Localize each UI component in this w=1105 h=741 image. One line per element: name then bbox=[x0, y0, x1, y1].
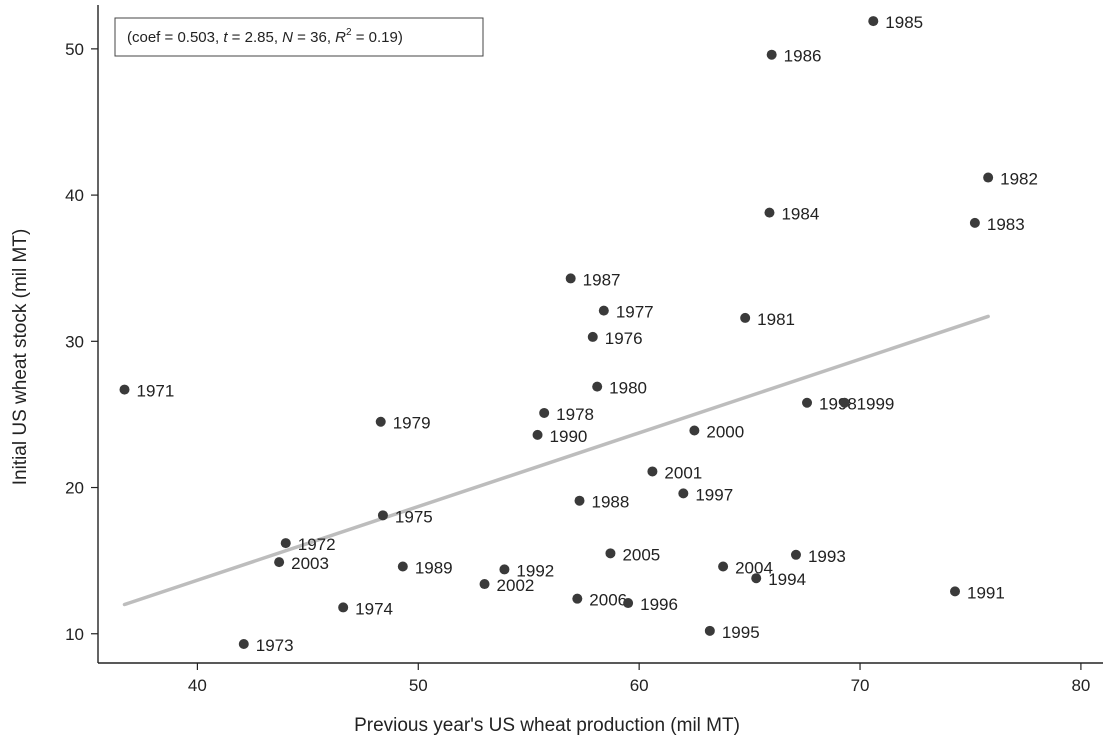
data-points: 1985 1986 1982 1984 1983 1987 1977 1981 1976 1980… bbox=[119, 13, 1038, 655]
data-point-label: 2006 bbox=[589, 591, 627, 610]
data-point bbox=[592, 381, 603, 392]
data-point bbox=[479, 579, 490, 590]
data-point-label: 1996 bbox=[640, 595, 678, 614]
y-tick-label: 10 bbox=[65, 625, 84, 644]
data-point bbox=[574, 495, 585, 506]
data-point bbox=[678, 488, 689, 499]
data-point-label: 1983 bbox=[987, 215, 1025, 234]
y-axis-label: Initial US wheat stock (mil MT) bbox=[10, 229, 31, 486]
stats-coef: 0.503 bbox=[177, 29, 215, 46]
data-point bbox=[718, 561, 729, 572]
data-point-label: 1980 bbox=[609, 379, 647, 398]
data-point-label: 2005 bbox=[622, 545, 660, 564]
x-tick-label: 80 bbox=[1071, 676, 1090, 695]
y-tick-label: 40 bbox=[65, 186, 84, 205]
data-point-label: 2003 bbox=[291, 554, 329, 573]
x-tick-label: 60 bbox=[630, 676, 649, 695]
x-tick-label: 50 bbox=[409, 676, 428, 695]
data-point bbox=[338, 602, 349, 613]
stats-n: 36 bbox=[310, 29, 327, 46]
data-point-label: 1991 bbox=[967, 583, 1005, 602]
data-point bbox=[647, 466, 658, 477]
data-point-label: 1990 bbox=[550, 427, 588, 446]
stats-t: 2.85 bbox=[245, 29, 274, 46]
data-point-label: 1973 bbox=[256, 636, 294, 655]
data-point-label: 1989 bbox=[415, 558, 453, 577]
data-point bbox=[572, 593, 583, 604]
data-point bbox=[751, 573, 762, 584]
data-point-label: 1971 bbox=[137, 382, 175, 401]
data-point-label: 1981 bbox=[757, 310, 795, 329]
data-point-label: 1974 bbox=[355, 599, 393, 618]
regression-fit-line bbox=[122, 314, 990, 607]
data-point-label: 2001 bbox=[664, 463, 702, 482]
data-point-label: 1986 bbox=[784, 47, 822, 66]
data-point-label: 1992 bbox=[516, 561, 554, 580]
stats-r2: 0.19 bbox=[369, 29, 398, 46]
data-point-label: 1975 bbox=[395, 507, 433, 526]
stats-box-frame bbox=[114, 17, 484, 57]
regression-stats-box: (coef = 0.503, t = 2.85, N = 36, R2 = 0.… bbox=[114, 17, 484, 57]
data-point-label: 1994 bbox=[768, 570, 806, 589]
data-point-label: 1979 bbox=[393, 414, 431, 433]
data-point bbox=[238, 638, 249, 649]
data-point bbox=[539, 407, 550, 418]
x-tick-label: 40 bbox=[188, 676, 207, 695]
data-point-label: 1995 bbox=[722, 623, 760, 642]
data-point bbox=[623, 598, 634, 609]
data-point-label: 2004 bbox=[735, 558, 773, 577]
data-point-label: 1985 bbox=[885, 13, 923, 32]
data-point-label: 2000 bbox=[706, 423, 744, 442]
data-point bbox=[397, 561, 408, 572]
data-point bbox=[377, 510, 388, 521]
data-point-label: 1993 bbox=[808, 547, 846, 566]
data-point bbox=[605, 548, 616, 559]
data-point bbox=[375, 416, 386, 427]
data-point-label: 1976 bbox=[605, 329, 643, 348]
ticks: 40 50 60 70 80 10 20 30 40 50 bbox=[65, 40, 1090, 695]
data-point bbox=[598, 305, 609, 316]
data-point bbox=[689, 425, 700, 436]
data-point-label: 1972 bbox=[298, 535, 336, 554]
x-axis-label: Previous year's US wheat production (mil… bbox=[354, 715, 740, 736]
data-point bbox=[950, 586, 961, 597]
data-point-label: 1998 bbox=[819, 395, 857, 414]
data-point-label: 1997 bbox=[695, 485, 733, 504]
y-tick-label: 50 bbox=[65, 40, 84, 59]
data-point bbox=[499, 564, 510, 575]
x-tick-label: 70 bbox=[851, 676, 870, 695]
data-point bbox=[740, 312, 751, 323]
regression-stats-text: (coef = 0.503, t = 2.85, N = 36, R2 = 0.… bbox=[127, 27, 403, 46]
data-point-label: 1978 bbox=[556, 405, 594, 424]
y-tick-label: 30 bbox=[65, 332, 84, 351]
data-point bbox=[802, 397, 813, 408]
y-tick-label: 20 bbox=[65, 479, 84, 498]
data-point bbox=[790, 549, 801, 560]
fit-line-layer bbox=[122, 314, 990, 607]
data-point bbox=[983, 172, 994, 183]
axes bbox=[97, 5, 1103, 664]
data-point bbox=[704, 625, 715, 636]
data-point bbox=[532, 429, 543, 440]
data-point bbox=[839, 397, 850, 408]
data-point-label: 1987 bbox=[583, 270, 621, 289]
data-point bbox=[119, 384, 130, 395]
data-point bbox=[280, 538, 291, 549]
data-point-label: 1982 bbox=[1000, 170, 1038, 189]
data-point-label: 2002 bbox=[497, 576, 535, 595]
data-point bbox=[868, 16, 879, 27]
data-point bbox=[587, 331, 598, 342]
data-point bbox=[766, 49, 777, 60]
data-point-label: 1984 bbox=[781, 205, 819, 224]
data-point bbox=[274, 557, 285, 568]
data-point bbox=[764, 207, 775, 218]
data-point-label: 1999 bbox=[857, 395, 895, 414]
data-point bbox=[565, 273, 576, 284]
data-point-label: 1977 bbox=[616, 303, 654, 322]
data-point-label: 1988 bbox=[592, 493, 630, 512]
data-point bbox=[969, 217, 980, 228]
